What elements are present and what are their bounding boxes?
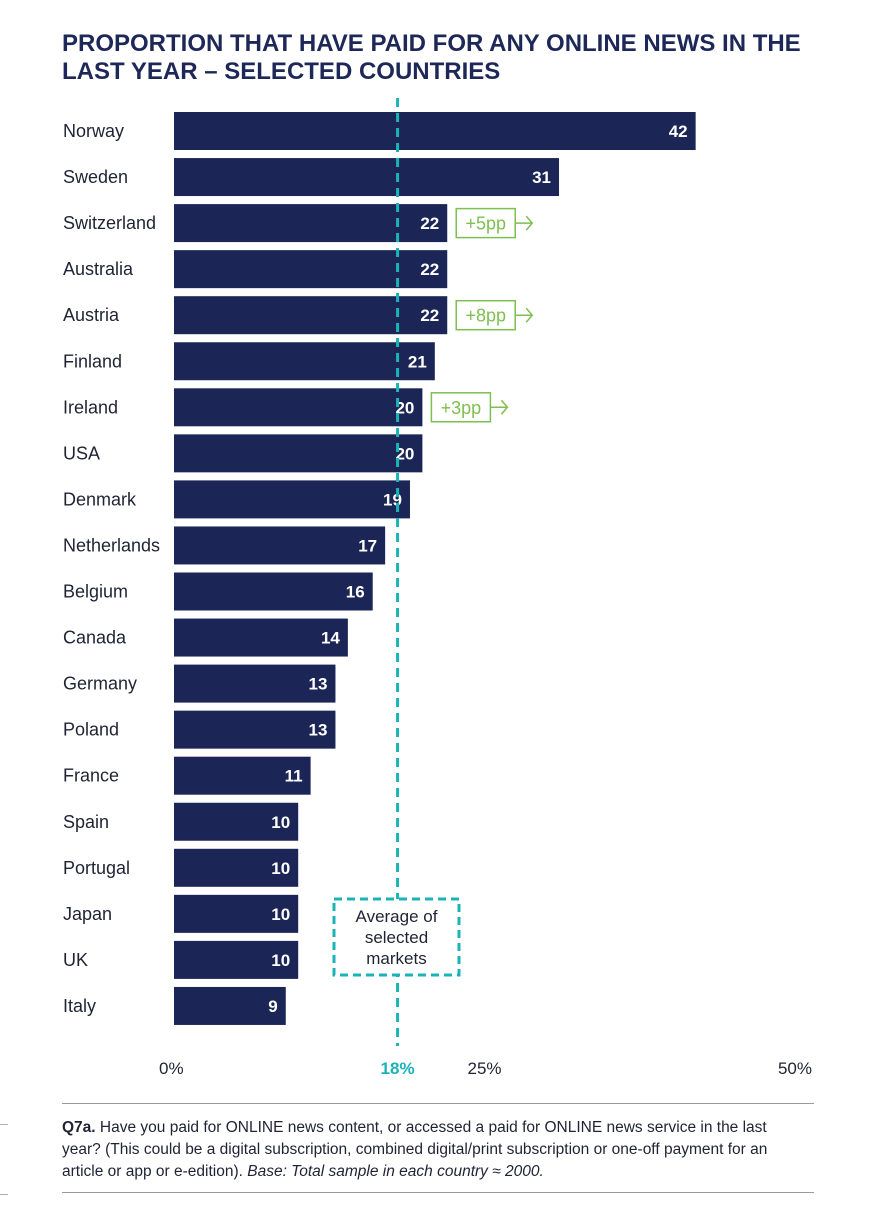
- footnote-question: Have you paid for ONLINE news content, o…: [62, 1119, 768, 1180]
- category-label-sweden: Sweden: [63, 167, 128, 187]
- x-tick-label: 0%: [159, 1059, 184, 1078]
- page-edge-mark: [0, 1124, 8, 1125]
- x-tick-label: 50%: [778, 1059, 812, 1078]
- bar-belgium: [174, 572, 373, 611]
- category-label-finland: Finland: [63, 351, 122, 371]
- footnote-question-id: Q7a.: [62, 1119, 96, 1136]
- value-label-germany: 13: [309, 675, 328, 694]
- bar-italy: [174, 986, 286, 1025]
- value-label-netherlands: 17: [358, 536, 377, 555]
- bar-finland: [174, 342, 435, 381]
- category-label-austria: Austria: [63, 305, 120, 325]
- value-label-usa: 20: [395, 444, 414, 463]
- bar-canada: [174, 618, 348, 657]
- average-callout-box: [332, 897, 461, 977]
- change-badge-switzerland: [455, 207, 516, 239]
- category-label-usa: USA: [63, 443, 100, 463]
- footnote-bottom-rule: [62, 1192, 814, 1193]
- value-label-portugal: 10: [271, 859, 290, 878]
- bar-chart: Norway 42 Sweden 31 Switzerland 22 +5pp Austral…: [63, 98, 812, 1078]
- bar-germany: [174, 664, 336, 703]
- value-label-finland: 21: [408, 352, 427, 371]
- bar-japan: [174, 894, 299, 933]
- category-label-australia: Australia: [63, 259, 134, 279]
- bar-poland: [174, 710, 336, 749]
- bar-netherlands: [174, 526, 386, 565]
- value-label-poland: 13: [309, 721, 328, 740]
- footnote: Q7a. Have you paid for ONLINE news conte…: [62, 1117, 802, 1183]
- change-badge-ireland: [430, 392, 492, 423]
- change-arrow-icon: [515, 307, 534, 323]
- value-label-canada: 14: [321, 629, 340, 648]
- change-label-ireland: +3pp: [441, 398, 482, 418]
- bar-norway: [174, 112, 696, 150]
- bar-usa: [174, 434, 423, 473]
- value-label-italy: 9: [268, 997, 277, 1016]
- category-label-uk: UK: [63, 950, 88, 970]
- category-label-belgium: Belgium: [63, 582, 128, 602]
- bar-portugal: [174, 848, 299, 887]
- category-label-denmark: Denmark: [63, 489, 137, 509]
- page-edge-mark: [0, 1194, 8, 1195]
- value-label-switzerland: 22: [420, 214, 439, 233]
- category-label-switzerland: Switzerland: [63, 213, 156, 233]
- value-label-france: 11: [285, 767, 303, 786]
- footnote-top-rule: [62, 1103, 814, 1104]
- value-label-ireland: 20: [395, 398, 414, 417]
- average-tick-label: 18%: [381, 1059, 415, 1078]
- bar-denmark: [174, 480, 410, 519]
- value-label-denmark: 19: [383, 490, 402, 509]
- chart-title: PROPORTION THAT HAVE PAID FOR ANY ONLINE…: [62, 30, 801, 85]
- category-label-netherlands: Netherlands: [63, 535, 160, 555]
- bar-switzerland: [174, 204, 448, 243]
- category-label-norway: Norway: [63, 121, 124, 141]
- category-label-france: France: [63, 766, 119, 786]
- category-label-ireland: Ireland: [63, 397, 118, 417]
- bar-spain: [174, 802, 299, 841]
- change-label-austria: +8pp: [465, 306, 506, 326]
- value-label-japan: 10: [271, 905, 290, 924]
- footnote-base: Base: Total sample in each country ≈ 200…: [247, 1163, 544, 1180]
- category-label-canada: Canada: [63, 628, 127, 648]
- change-label-switzerland: +5pp: [465, 214, 506, 234]
- value-label-australia: 22: [420, 260, 439, 279]
- bar-france: [174, 756, 311, 795]
- value-label-belgium: 16: [346, 583, 365, 602]
- category-label-spain: Spain: [63, 812, 109, 832]
- value-label-sweden: 31: [532, 168, 551, 187]
- category-label-japan: Japan: [63, 904, 112, 924]
- x-tick-label: 25%: [467, 1059, 501, 1078]
- value-label-norway: 42: [669, 122, 688, 141]
- change-arrow-icon: [490, 399, 509, 415]
- category-label-poland: Poland: [63, 720, 119, 740]
- bar-uk: [174, 940, 299, 979]
- value-label-spain: 10: [271, 813, 290, 832]
- value-label-austria: 22: [420, 306, 439, 325]
- value-label-uk: 10: [271, 951, 290, 970]
- bar-australia: [174, 250, 448, 289]
- category-label-italy: Italy: [63, 996, 96, 1016]
- average-callout-label: Average of selected markets: [356, 907, 438, 968]
- category-label-germany: Germany: [63, 674, 137, 694]
- category-label-portugal: Portugal: [63, 858, 130, 878]
- bar-ireland: [174, 388, 423, 427]
- bar-austria: [174, 296, 448, 335]
- bar-sweden: [174, 158, 560, 197]
- change-arrow-icon: [515, 215, 534, 231]
